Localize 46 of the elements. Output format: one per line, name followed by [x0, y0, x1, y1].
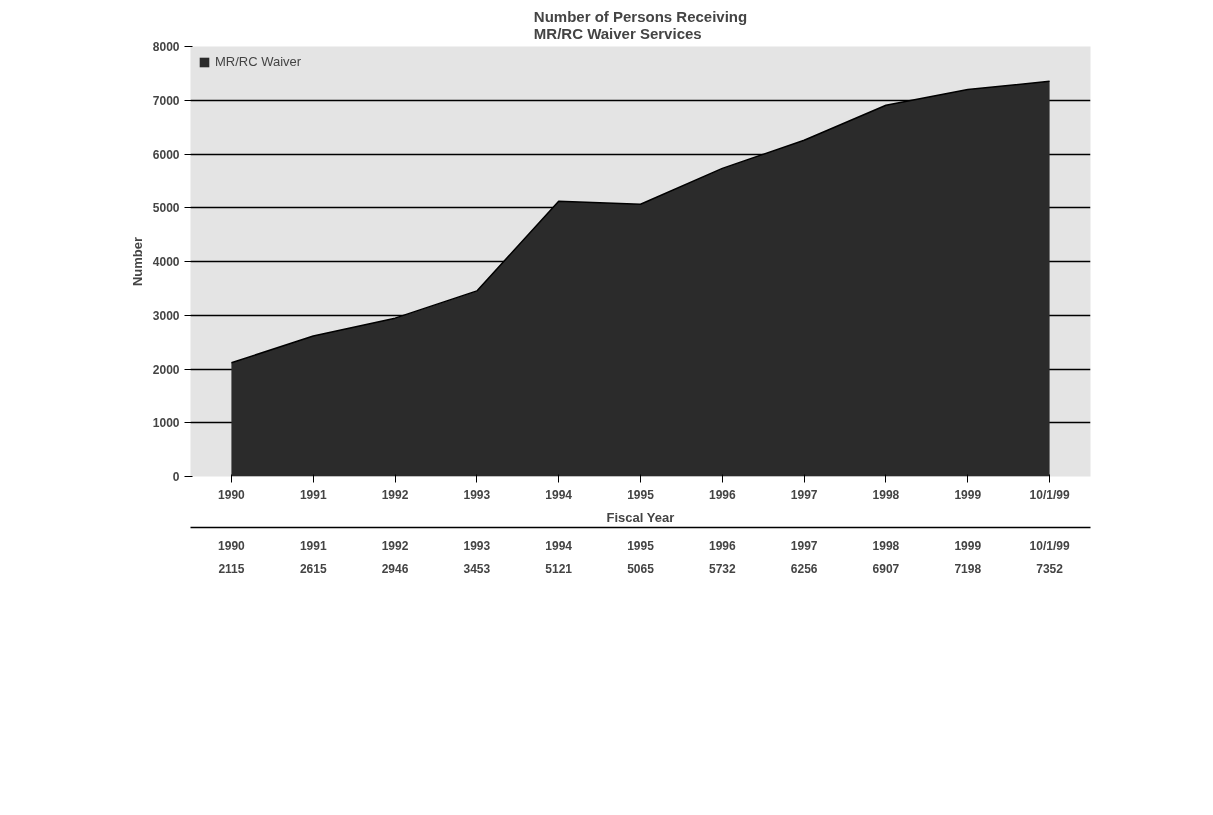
y-tick-label: 1000	[152, 416, 180, 431]
data-label: 2115	[218, 561, 245, 576]
x-tick-label: 1994	[545, 487, 573, 502]
y-tick-label: 6000	[152, 147, 180, 162]
x-tick-label: 1992	[381, 487, 409, 502]
x-tick-label: 1995	[627, 487, 655, 502]
category-label: 1997	[790, 538, 818, 553]
data-label: 3453	[463, 561, 491, 576]
category-label: 1996	[708, 538, 736, 553]
y-tick-label: 4000	[152, 255, 180, 269]
x-tick-label: 1999	[954, 487, 982, 502]
x-tick-label: 1996	[708, 487, 736, 502]
category-label: 1990	[218, 538, 245, 553]
category-label: 1999	[954, 538, 982, 553]
data-label: 5121	[545, 561, 573, 576]
y-tick-label: 5000	[152, 201, 180, 216]
x-tick-label: 1993	[463, 487, 491, 502]
chart-title: Number of Persons Receiving MR/RC Waiver Services	[533, 7, 748, 42]
x-axis-title: Fiscal Year	[606, 509, 675, 525]
category-label: 1998	[872, 538, 900, 553]
y-tick-label: 2000	[152, 362, 180, 377]
category-label: 1993	[463, 538, 491, 553]
data-label: 7352	[1036, 561, 1064, 576]
y-tick-label: 8000	[152, 40, 180, 54]
data-label: 2615	[299, 561, 327, 576]
x-tick-label: 1998	[872, 487, 900, 502]
y-tick-label: 3000	[152, 308, 180, 323]
y-tick-label: 7000	[152, 93, 180, 108]
category-label: 10/1/99	[1029, 538, 1070, 553]
data-label: 7198	[954, 561, 982, 576]
data-label: 2946	[381, 561, 409, 576]
x-tick-label: 1997	[790, 487, 818, 502]
x-tick-label: 10/1/99	[1029, 487, 1070, 502]
legend-label: MR/RC Waiver	[215, 54, 302, 69]
category-label: 1991	[299, 538, 327, 553]
data-label: 6907	[872, 561, 900, 576]
category-label: 1995	[627, 538, 654, 553]
y-tick-label: 0	[172, 470, 180, 484]
y-axis-title: Number	[129, 236, 145, 287]
x-tick-label: 1991	[299, 487, 327, 502]
category-label: 1992	[381, 538, 409, 553]
category-label: 1994	[545, 538, 573, 553]
x-tick-label: 1990	[218, 487, 246, 502]
data-label: 5732	[708, 561, 736, 576]
data-label: 6256	[790, 561, 818, 576]
data-label: 5065	[627, 561, 655, 576]
